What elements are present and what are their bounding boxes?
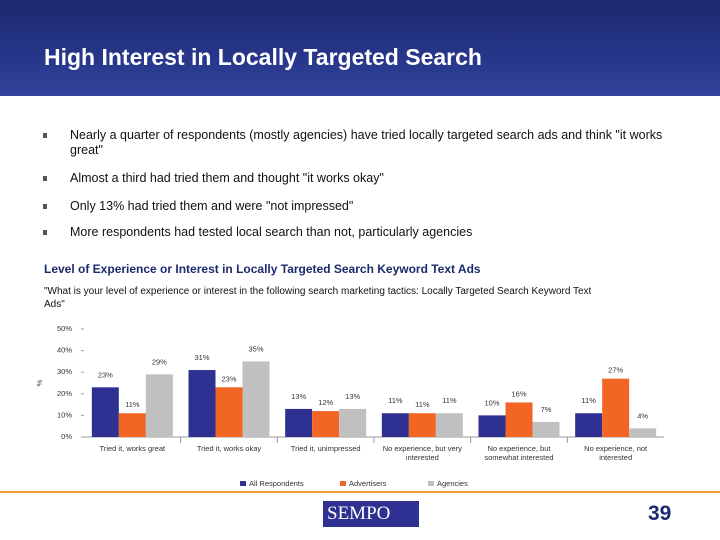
bar — [339, 408, 367, 437]
y-axis-label: % — [35, 379, 44, 386]
bar — [602, 378, 630, 437]
x-tick-label: Tried it, works great — [99, 444, 166, 453]
bar — [435, 413, 463, 437]
bar — [478, 415, 506, 437]
value-label: 16% — [511, 389, 526, 398]
bullet: Nearly a quarter of respondents (mostly … — [43, 128, 670, 158]
legend-swatch — [240, 481, 246, 486]
legend-swatch — [340, 481, 346, 486]
value-label: 27% — [608, 366, 623, 375]
x-tick-label: Tried it, works okay — [196, 444, 262, 453]
logo: SEMPO — [323, 501, 419, 527]
y-tick-label: 40% — [57, 346, 72, 355]
bar — [285, 408, 313, 437]
value-label: 10% — [484, 398, 499, 407]
value-label: 11% — [442, 396, 457, 405]
value-label: 31% — [194, 353, 209, 362]
x-tick-label: No experience, not interested — [584, 444, 648, 462]
bar — [575, 413, 603, 437]
slide-title: High Interest in Locally Targeted Search — [44, 44, 482, 70]
bar — [118, 413, 146, 437]
bar — [381, 413, 409, 437]
bar — [532, 421, 560, 437]
bullet: Only 13% had tried them and were "not im… — [43, 199, 670, 214]
bar — [242, 361, 270, 437]
bar — [145, 374, 173, 437]
footer-rule — [0, 491, 720, 493]
y-tick-label: 30% — [57, 367, 72, 376]
page-number: 39 — [648, 502, 672, 525]
y-tick-label: 20% — [57, 389, 72, 398]
value-label: 7% — [541, 405, 552, 414]
chart-subtitle: "What is your level of experience or int… — [44, 286, 592, 310]
legend-swatch — [428, 481, 434, 486]
bullet: Almost a third had tried them and though… — [43, 171, 670, 186]
value-label: 12% — [318, 398, 333, 407]
value-label: 23% — [221, 374, 236, 383]
value-label: 13% — [345, 392, 360, 401]
x-tick-label: No experience, but somewhat interested — [484, 444, 554, 462]
value-label: 23% — [98, 370, 113, 379]
legend-label: Agencies — [437, 479, 468, 488]
value-label: 11% — [125, 400, 140, 409]
bar — [629, 428, 657, 437]
bar — [505, 402, 533, 437]
value-label: 11% — [415, 400, 430, 409]
value-label: 11% — [581, 396, 596, 405]
header-band — [0, 0, 720, 96]
value-label: 11% — [388, 396, 403, 405]
bar — [91, 387, 119, 437]
value-label: 29% — [152, 357, 167, 366]
bullet: More respondents had tested local search… — [43, 225, 670, 240]
bar — [408, 413, 436, 437]
x-tick-label: Tried it, unimpressed — [290, 444, 361, 453]
bar — [188, 370, 216, 437]
chart-title: Level of Experience or Interest in Local… — [44, 262, 481, 276]
value-label: 13% — [291, 392, 306, 401]
legend-label: Advertisers — [349, 479, 387, 488]
value-label: 35% — [248, 344, 263, 353]
legend-label: All Respondents — [249, 479, 304, 488]
x-tick-label: No experience, but very interested — [382, 444, 462, 462]
y-tick-label: 0% — [61, 432, 72, 441]
y-tick-label: 50% — [57, 324, 72, 333]
bar — [312, 411, 340, 437]
y-tick-label: 10% — [57, 410, 72, 419]
bar — [215, 387, 243, 437]
value-label: 4% — [637, 411, 648, 420]
